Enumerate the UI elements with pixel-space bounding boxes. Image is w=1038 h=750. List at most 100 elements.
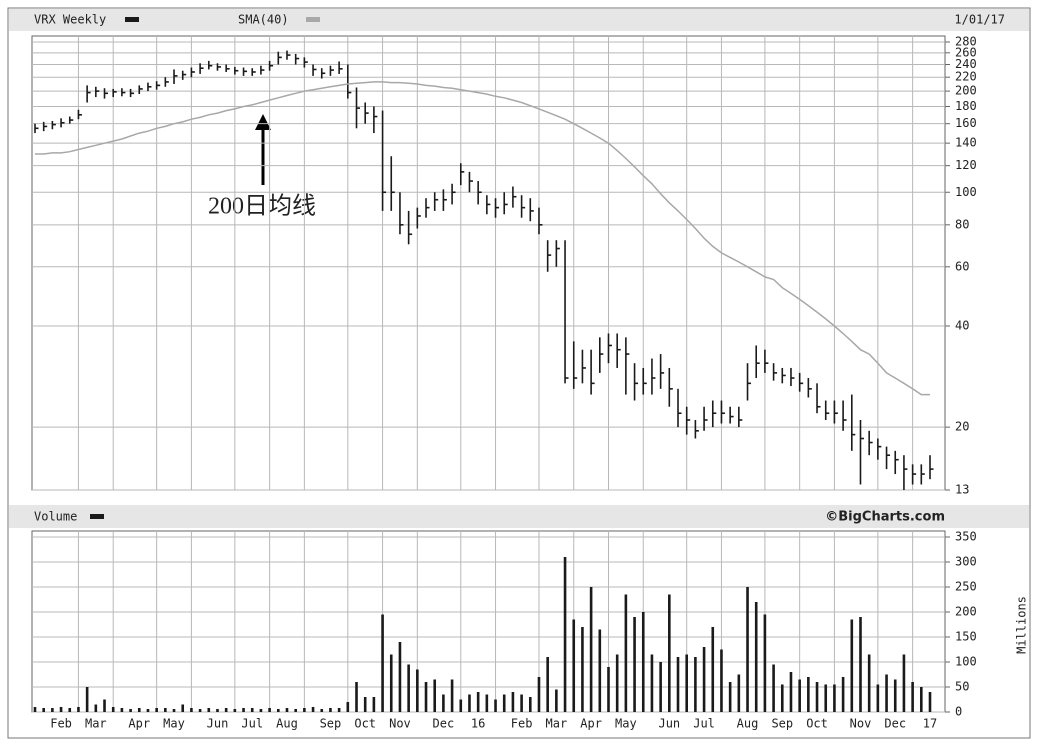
x-tick-label: May	[615, 717, 637, 731]
volume-bar	[216, 709, 219, 712]
volume-bar	[867, 654, 871, 712]
x-tick-label: Apr	[128, 717, 150, 731]
x-tick-label: Nov	[389, 717, 411, 731]
x-tick-label: Oct	[806, 717, 828, 731]
x-tick-label: Mar	[85, 717, 107, 731]
y-tick-label: 350	[955, 530, 977, 544]
volume-bar	[598, 629, 602, 712]
volume-bar	[137, 708, 141, 712]
volume-bar	[68, 708, 72, 712]
volume-bar	[355, 682, 358, 712]
x-tick-label: Feb	[50, 717, 72, 731]
y-tick-label: 13	[955, 483, 969, 497]
volume-bar	[772, 664, 775, 712]
volume-bar	[381, 614, 384, 712]
volume-bar	[494, 699, 497, 712]
volume-bar	[129, 709, 132, 712]
x-tick-label: Jun	[658, 717, 680, 731]
volume-bar	[746, 587, 749, 712]
y-tick-label: 280	[955, 35, 977, 49]
legend-swatch	[306, 17, 320, 22]
legend-swatch	[90, 514, 104, 519]
volume-bar	[928, 692, 932, 712]
y-tick-label: 120	[955, 158, 977, 172]
x-tick-label: Aug	[276, 717, 298, 731]
volume-bar	[807, 677, 810, 712]
volume-bar	[902, 654, 906, 712]
volume-bar	[233, 709, 237, 712]
volume-bar	[337, 708, 341, 712]
volume-bar	[641, 612, 645, 712]
credit: ©BigCharts.com	[825, 510, 945, 525]
volume-bar	[372, 697, 376, 712]
volume-bar	[363, 697, 367, 712]
volume-bar	[702, 647, 706, 712]
volume-bar	[789, 672, 793, 712]
volume-bar	[329, 708, 332, 712]
volume-bar	[798, 679, 801, 712]
volume-bar	[728, 682, 732, 712]
volume-bar	[277, 709, 280, 712]
sma-line	[35, 81, 930, 396]
volume-bar	[320, 709, 324, 712]
volume-bar	[911, 682, 914, 712]
volume-bar	[607, 667, 610, 712]
volume-bar	[172, 709, 176, 712]
volume-bar	[285, 708, 289, 712]
y-tick-label: 80	[955, 217, 969, 231]
volume-bar	[416, 669, 419, 712]
x-tick-label: Sep	[320, 717, 342, 731]
x-tick-label: 16	[471, 717, 485, 731]
volume-bar	[450, 679, 454, 712]
volume-bar	[442, 694, 445, 712]
x-tick-label: Feb	[511, 717, 533, 731]
volume-bar	[754, 602, 758, 712]
volume-bar	[311, 707, 315, 712]
volume-bar	[224, 708, 228, 712]
x-tick-label: Nov	[850, 717, 872, 731]
volume-bar	[659, 662, 662, 712]
volume-bar	[694, 657, 697, 712]
volume-bar	[668, 594, 671, 712]
volume-bar	[633, 617, 636, 712]
x-tick-label: Jul	[241, 717, 263, 731]
volume-bar	[763, 614, 767, 712]
volume-bar	[893, 679, 897, 712]
volume-bar	[198, 709, 202, 712]
y-tick-label: 200	[955, 605, 977, 619]
volume-bar	[398, 642, 402, 712]
volume-bar	[242, 708, 245, 712]
volume-bar	[685, 654, 688, 712]
volume-bar	[207, 708, 211, 712]
volume-bar	[181, 704, 185, 712]
frame	[7, 7, 1031, 739]
volume-bar	[389, 654, 393, 712]
volume-bar	[511, 692, 515, 712]
volume-bar	[120, 708, 124, 712]
volume-bar	[833, 684, 836, 712]
volume-bar	[555, 689, 558, 712]
volume-bar	[546, 657, 549, 712]
volume-bar	[676, 657, 680, 712]
volume-bar	[850, 619, 854, 712]
y-tick-label: 220	[955, 70, 977, 84]
y-tick-label: 60	[955, 259, 969, 273]
volume-bar	[468, 694, 471, 712]
volume-bar	[155, 708, 158, 712]
volume-bar	[589, 587, 593, 712]
y-tick-label: 200	[955, 84, 977, 98]
y-tick-label: 50	[955, 680, 969, 694]
volume-bar	[77, 707, 80, 712]
volume-bar	[859, 617, 862, 712]
y-tick-label: 40	[955, 318, 969, 332]
volume-bar	[111, 707, 115, 712]
volume-bar	[711, 627, 715, 712]
volume-bar	[485, 694, 489, 712]
volume-bar	[815, 682, 819, 712]
volume-bar	[563, 557, 567, 712]
y-tick-label: 300	[955, 555, 977, 569]
volume-bar	[346, 702, 350, 712]
volume-bar	[433, 679, 437, 712]
